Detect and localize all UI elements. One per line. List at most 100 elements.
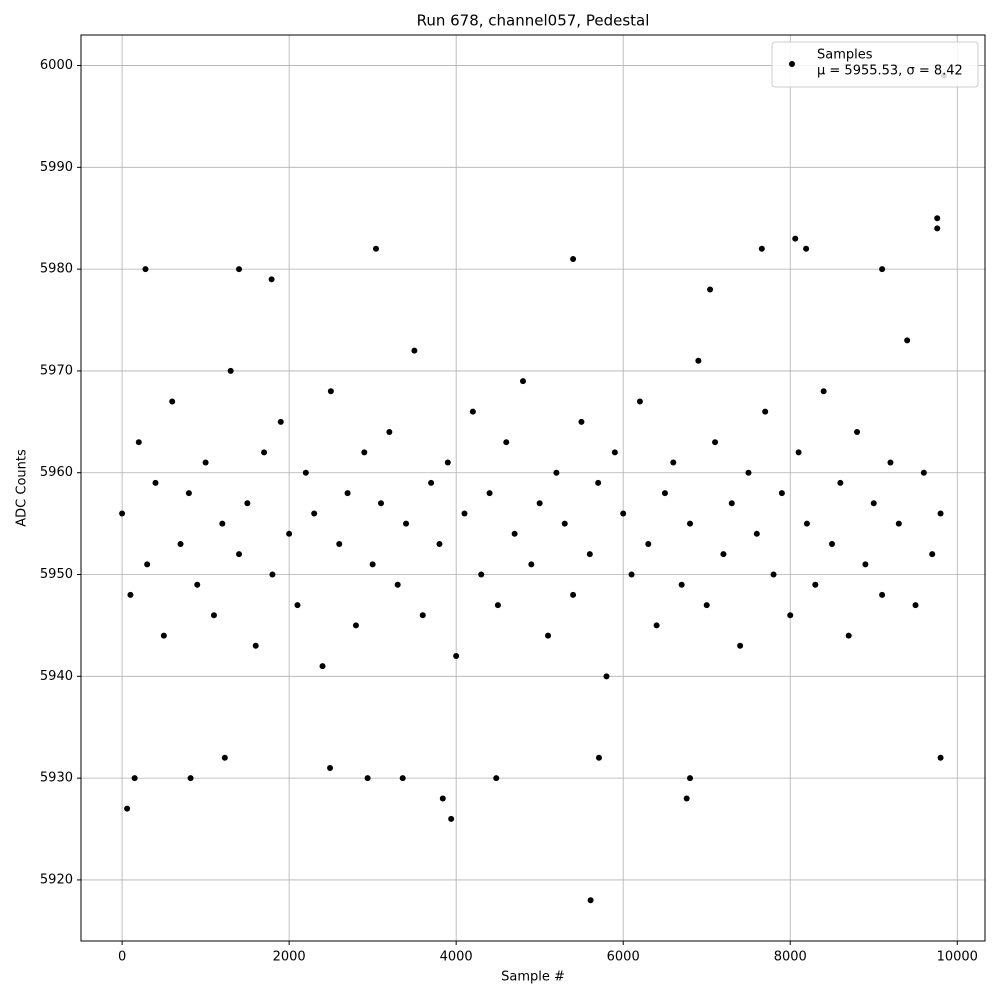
point [428, 479, 435, 486]
point [194, 581, 201, 588]
legend-box [771, 41, 979, 88]
point [252, 642, 259, 649]
point [244, 500, 251, 507]
point [570, 591, 577, 598]
point [687, 775, 694, 782]
point [628, 571, 635, 578]
point [553, 469, 560, 476]
point [261, 449, 268, 456]
point [620, 510, 627, 517]
point [160, 632, 167, 639]
point [707, 286, 714, 293]
point [336, 540, 343, 547]
point [578, 418, 585, 425]
point [934, 225, 941, 232]
point [887, 459, 894, 466]
point [436, 540, 443, 547]
point [687, 520, 694, 527]
point [386, 429, 393, 436]
y-tick-label: 5990 [40, 160, 73, 175]
point [327, 764, 334, 771]
point [845, 632, 852, 639]
point [131, 775, 138, 782]
x-tick-label: 4000 [440, 950, 473, 965]
point [311, 510, 318, 517]
point [670, 459, 677, 466]
point [469, 408, 476, 415]
point [144, 561, 151, 568]
point [820, 388, 827, 395]
point [795, 449, 802, 456]
point [937, 510, 944, 517]
point [493, 775, 500, 782]
point [411, 347, 418, 354]
point [595, 754, 602, 761]
point [636, 398, 643, 405]
point [920, 469, 927, 476]
point [904, 337, 911, 344]
point [268, 276, 275, 283]
point [124, 805, 131, 812]
point [152, 479, 159, 486]
point [536, 500, 543, 507]
x-tick-label: 8000 [774, 950, 807, 965]
plot-frame [80, 34, 986, 942]
y-tick-label: 5960 [40, 465, 73, 480]
point [221, 754, 228, 761]
x-tick-label: 10000 [937, 950, 978, 965]
point [219, 520, 226, 527]
point [854, 429, 861, 436]
y-tick-label: 5950 [40, 567, 73, 582]
point [661, 490, 668, 497]
point [745, 469, 752, 476]
point [611, 449, 618, 456]
point [511, 530, 518, 537]
point [720, 551, 727, 558]
point [695, 357, 702, 364]
point [187, 775, 194, 782]
chart-title: Run 678, channel057, Pedestal [417, 12, 650, 30]
y-axis-label: ADC Counts [15, 449, 30, 527]
point [812, 581, 819, 588]
point [461, 510, 468, 517]
point [169, 398, 176, 405]
x-tick-label: 0 [118, 950, 126, 965]
point [135, 439, 142, 446]
point [678, 581, 685, 588]
point [399, 775, 406, 782]
point [587, 897, 594, 904]
point [703, 602, 710, 609]
point [758, 245, 765, 252]
point [753, 530, 760, 537]
point [787, 612, 794, 619]
point [372, 245, 379, 252]
point [327, 388, 334, 395]
point [286, 530, 293, 537]
point [862, 561, 869, 568]
point [202, 459, 209, 466]
point [142, 266, 149, 273]
point [837, 479, 844, 486]
point [486, 490, 493, 497]
point [119, 510, 126, 517]
point [803, 520, 810, 527]
point [934, 215, 941, 222]
point [302, 469, 309, 476]
x-tick-label: 6000 [607, 950, 640, 965]
legend-note: μ = 5955.53, σ = 8.42 [817, 64, 963, 79]
point [912, 602, 919, 609]
legend-marker [789, 61, 795, 67]
point [439, 795, 446, 802]
point [737, 642, 744, 649]
point [929, 551, 936, 558]
x-axis-label: Sample # [501, 970, 565, 985]
point [828, 540, 835, 547]
point [595, 479, 602, 486]
point [870, 500, 877, 507]
point [277, 418, 284, 425]
point [879, 591, 886, 598]
point [937, 754, 944, 761]
point [803, 245, 810, 252]
point [403, 520, 410, 527]
y-tick-label: 5970 [40, 363, 73, 378]
